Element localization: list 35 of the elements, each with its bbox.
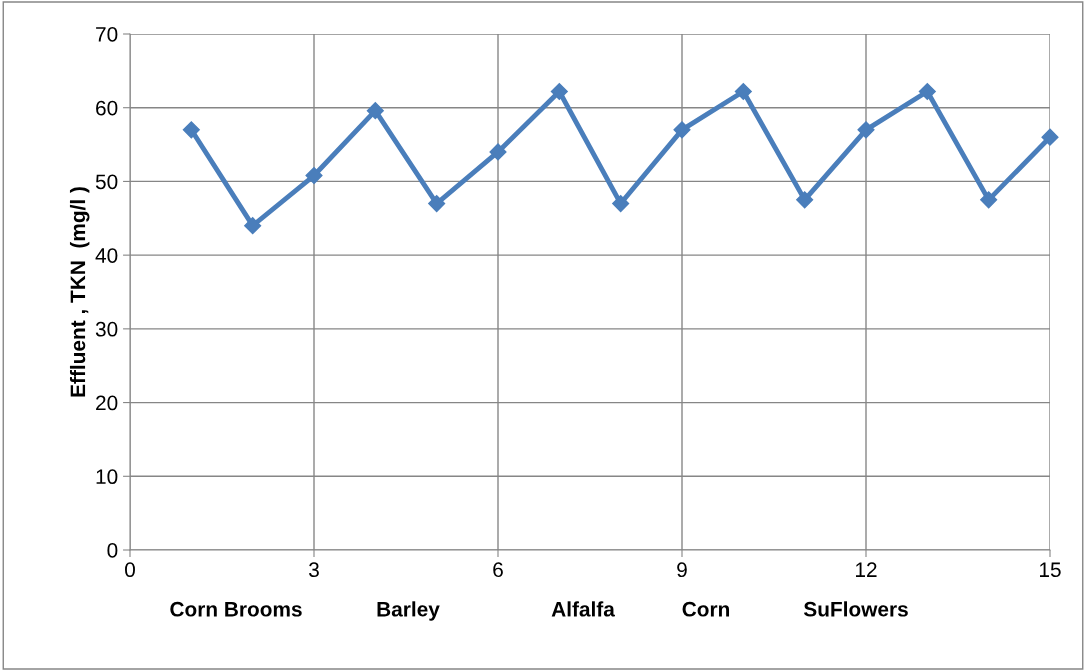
x-tick-label: 15 (1040, 562, 1061, 578)
point (182, 121, 200, 139)
point (918, 82, 936, 101)
point (673, 121, 691, 139)
point (489, 143, 507, 161)
x-tick-label: 9 (677, 562, 687, 578)
y-axis-title: Effluent , TKN (mg/l ) (69, 187, 90, 397)
point (857, 121, 875, 139)
point (428, 194, 446, 213)
y-tick-label: 50 (95, 174, 118, 190)
y-tick-label: 60 (96, 100, 118, 116)
point (980, 191, 998, 209)
text: Corn Brooms (170, 601, 302, 617)
y-tick-label: 70 (96, 27, 118, 42)
point (734, 82, 752, 101)
x-tick-label: 3 (309, 562, 319, 578)
text: SuFlowers (803, 601, 908, 617)
point (612, 194, 630, 213)
x-tick-label: 0 (125, 562, 135, 578)
x-tick-label: 6 (493, 562, 503, 578)
y-tick-label: 40 (95, 248, 118, 263)
point (550, 82, 568, 101)
point (1041, 128, 1059, 146)
y-tick-label: 0 (107, 543, 118, 558)
point (366, 102, 384, 120)
x-tick-label: 12 (856, 562, 877, 577)
y-tick-label: 10 (96, 469, 118, 485)
point (305, 166, 323, 185)
point (244, 217, 262, 235)
text: Alfalfa (551, 601, 615, 617)
y-tick-label: 30 (95, 321, 118, 337)
text: Corn (682, 601, 730, 617)
text: Barley (377, 601, 440, 621)
y-tick-label: 20 (96, 395, 118, 411)
point (796, 191, 814, 209)
